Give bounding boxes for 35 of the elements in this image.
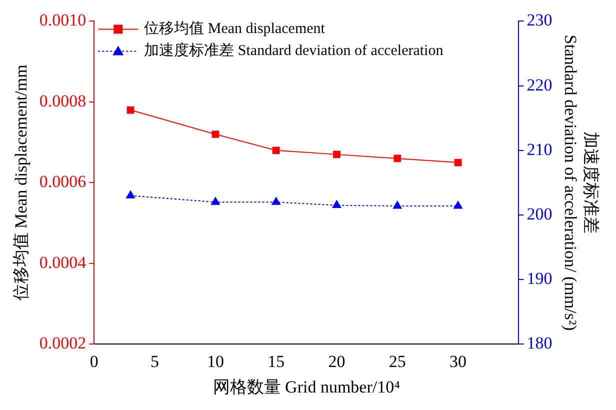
x-tick-label: 0 — [90, 352, 98, 371]
y2-tick-label: 220 — [526, 75, 552, 94]
x-tick-label: 10 — [206, 352, 224, 371]
point — [272, 197, 280, 205]
y-tick-label: 0.0006 — [39, 172, 86, 192]
x-axis-title: 网格数量 Grid number/10⁴ — [212, 377, 400, 396]
point — [211, 197, 220, 205]
y2-tick-label: 180 — [526, 334, 552, 353]
y-tick-label: 0.0010 — [39, 10, 86, 30]
x-tick-label: 5 — [150, 352, 160, 371]
point — [454, 158, 462, 166]
x-tick-label: 25 — [388, 352, 406, 371]
x-tick-label: 15 — [268, 352, 285, 371]
y-tick-label: 0.0004 — [39, 252, 87, 272]
point — [212, 130, 220, 138]
y-tick-label: 0.0008 — [39, 91, 86, 110]
point — [454, 200, 462, 209]
y-tick-label: 0.0002 — [39, 334, 86, 353]
legend-label: 加速度标准差 Standard deviation of acceleration — [144, 42, 444, 60]
y-axis-title: 位移均值 Mean displacement/mm — [12, 64, 31, 301]
x-tick-label: 30 — [450, 352, 467, 371]
point — [333, 150, 340, 158]
point — [393, 200, 402, 209]
y2-tick-label: 190 — [526, 269, 552, 288]
point — [126, 190, 135, 198]
point — [272, 146, 280, 154]
y2-tick-label: 200 — [526, 204, 552, 224]
legend-label: 位移均值 Mean displacement — [144, 20, 326, 38]
y2-axis-title: 加速度标准差 Standard deviation of acceleration/ (mm/s²) — [560, 34, 600, 331]
x-tick-label: 20 — [328, 352, 346, 371]
y2-tick-label: 230 — [526, 10, 552, 30]
point — [126, 106, 134, 114]
point — [394, 154, 402, 162]
y2-tick-label: 210 — [526, 140, 552, 159]
point — [332, 200, 342, 208]
